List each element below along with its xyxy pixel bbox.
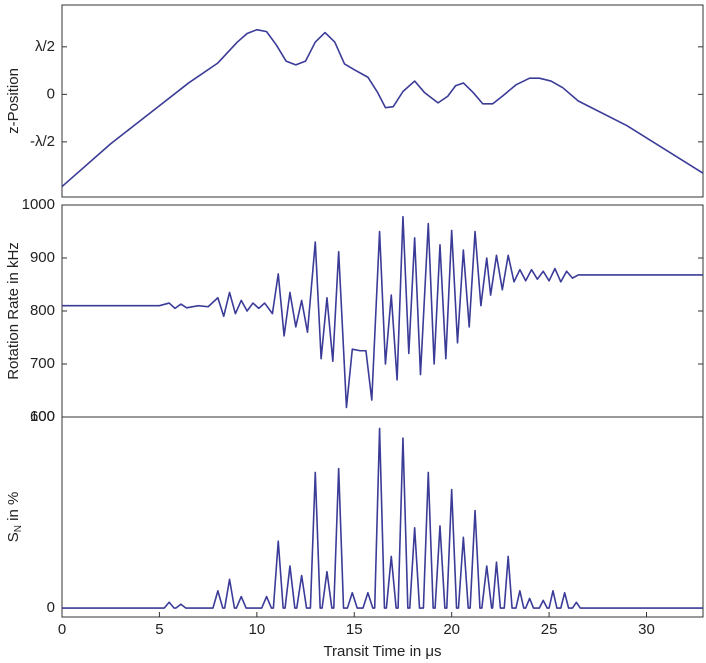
y-tick-label: λ/2 xyxy=(35,38,55,55)
plot-frame xyxy=(61,4,704,198)
x-tick-label: 20 xyxy=(443,621,460,638)
y-axis-label: Rotation Rate in kHz xyxy=(5,242,22,380)
x-axis-label: Transit Time in μs xyxy=(323,643,441,660)
x-tick-label: 5 xyxy=(155,621,163,638)
data-line xyxy=(61,28,704,188)
y-axis-label-part: N xyxy=(13,525,24,532)
x-tick-label: 30 xyxy=(638,621,655,638)
y-axis-label: z-Position xyxy=(5,68,22,134)
x-tick-label: 0 xyxy=(58,621,66,638)
x-tick-label: 10 xyxy=(248,621,265,638)
y-tick-label: 0 xyxy=(47,599,55,616)
data-line xyxy=(62,427,703,609)
y-axis-label: SN in % xyxy=(5,492,24,543)
y-tick-label: 900 xyxy=(30,249,55,266)
y-axis-label-part: S xyxy=(5,532,22,542)
y-tick-label: 1000 xyxy=(22,196,55,213)
y-tick-label: 800 xyxy=(30,302,55,319)
y-tick-label: -λ/2 xyxy=(30,133,55,150)
y-axis-label-part: in % xyxy=(5,492,22,525)
x-tick-label: 15 xyxy=(346,621,363,638)
y-tick-label: 100 xyxy=(30,408,55,425)
data-line xyxy=(62,215,703,409)
y-tick-label: 700 xyxy=(30,355,55,372)
y-tick-label: 0 xyxy=(47,85,55,102)
y-tick-label: 600 xyxy=(30,408,55,425)
x-tick-label: 25 xyxy=(541,621,558,638)
plot-frame xyxy=(61,416,704,618)
